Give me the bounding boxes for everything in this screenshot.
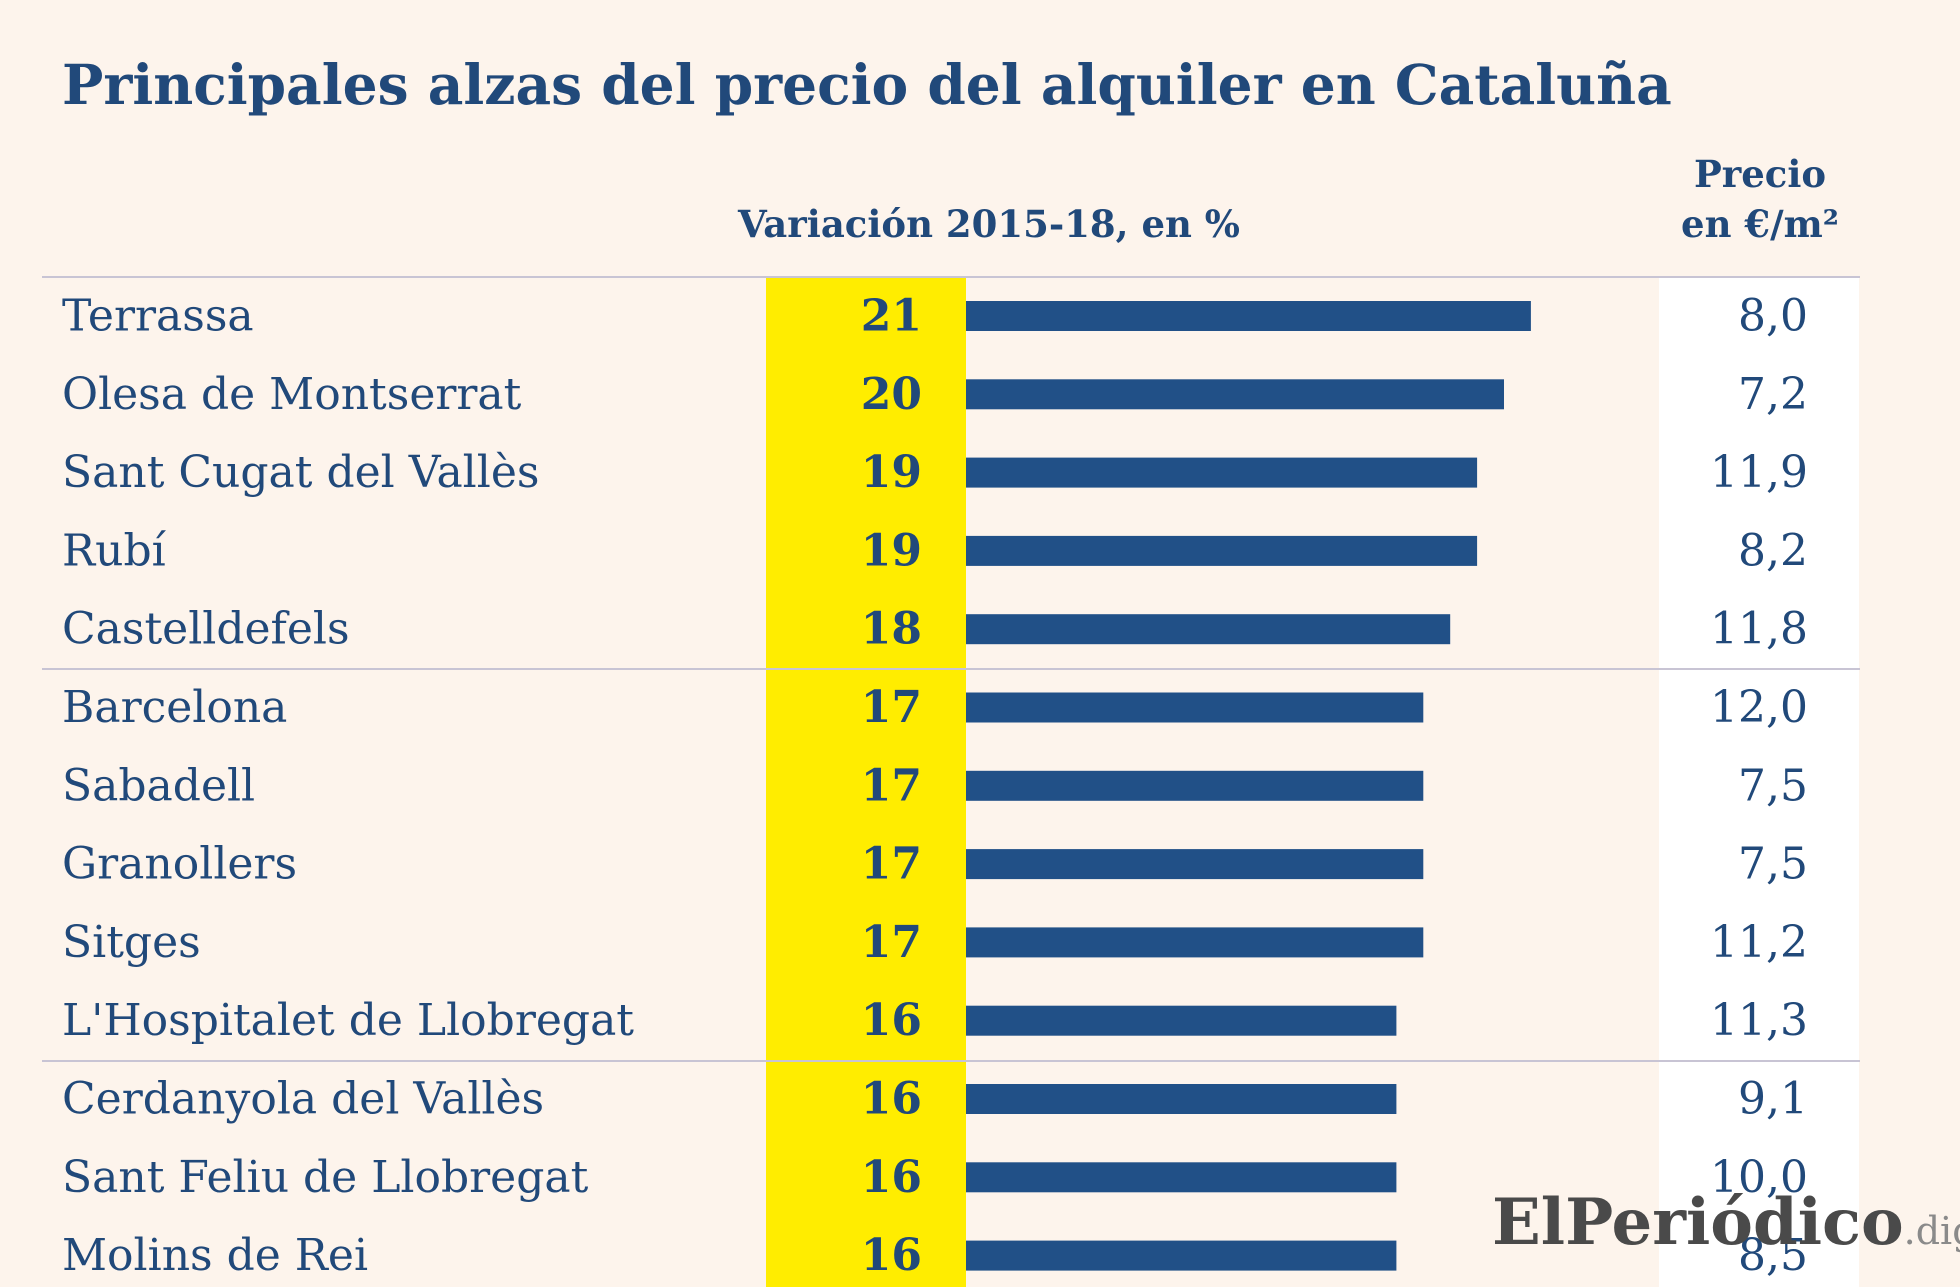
chart-title: Principales alzas del precio del alquile… — [62, 52, 1672, 117]
price-label: 11,3 — [1710, 995, 1808, 1046]
value-label: 16 — [861, 1230, 922, 1281]
bar — [966, 301, 1531, 331]
category-label: Sabadell — [62, 760, 255, 811]
category-label: Olesa de Montserrat — [62, 369, 522, 420]
bar — [966, 457, 1478, 488]
price-label: 8,0 — [1738, 291, 1808, 342]
value-label: 17 — [861, 760, 922, 811]
value-label: 17 — [861, 839, 922, 890]
price-label: 12,0 — [1710, 682, 1808, 733]
category-label: L'Hospitalet de Llobregat — [62, 995, 634, 1046]
bar — [966, 1084, 1397, 1114]
group-divider — [42, 1060, 1860, 1062]
price-label: 8,5 — [1738, 1230, 1808, 1281]
price-column-background — [1659, 277, 1859, 1287]
price-label: 7,5 — [1738, 760, 1808, 811]
value-label: 19 — [861, 525, 922, 576]
bar — [966, 927, 1424, 958]
category-label: Sant Feliu de Llobregat — [62, 1152, 589, 1203]
watermark-sub: .digital — [1903, 1209, 1960, 1253]
bar — [966, 1162, 1397, 1193]
bar — [966, 770, 1424, 801]
bar — [966, 379, 1504, 410]
watermark-main: ElPeriódico — [1492, 1185, 1904, 1260]
value-label: 16 — [861, 1152, 922, 1203]
variation-highlight-column — [766, 277, 966, 1287]
value-label: 20 — [861, 369, 922, 420]
price-label: 7,2 — [1738, 369, 1808, 420]
price-label: 9,1 — [1738, 1074, 1808, 1125]
price-header: Precio en €/m² — [1660, 149, 1860, 249]
category-label: Cerdanyola del Vallès — [62, 1074, 544, 1125]
category-label: Sitges — [62, 917, 201, 968]
category-label: Terrassa — [62, 291, 254, 342]
header-rule — [42, 276, 1860, 278]
price-label: 10,0 — [1710, 1152, 1808, 1203]
category-label: Castelldefels — [62, 604, 350, 655]
price-label: 11,8 — [1710, 604, 1808, 655]
category-label: Molins de Rei — [62, 1230, 368, 1281]
bar — [966, 1005, 1397, 1036]
price-header-line1: Precio — [1693, 152, 1827, 196]
bar — [966, 535, 1478, 566]
price-label: 11,2 — [1710, 917, 1808, 968]
price-label: 7,5 — [1738, 839, 1808, 890]
price-label: 11,9 — [1710, 447, 1808, 498]
value-label: 17 — [861, 917, 922, 968]
price-header-line2: en €/m² — [1681, 202, 1839, 246]
value-label: 18 — [861, 604, 922, 655]
variation-header: Variación 2015-18, en % — [738, 202, 1240, 246]
bar — [966, 1240, 1397, 1271]
value-label: 19 — [861, 447, 922, 498]
price-label: 8,2 — [1738, 525, 1808, 576]
category-label: Rubí — [62, 525, 167, 576]
bar — [966, 692, 1424, 723]
value-label: 21 — [861, 291, 922, 342]
group-divider — [42, 668, 1860, 670]
bar — [966, 614, 1451, 645]
bar — [966, 849, 1424, 880]
value-label: 16 — [861, 995, 922, 1046]
value-label: 17 — [861, 682, 922, 733]
value-label: 16 — [861, 1074, 922, 1125]
category-label: Sant Cugat del Vallès — [62, 447, 539, 498]
category-label: Barcelona — [62, 682, 287, 733]
watermark-logo: ElPeriódico.digital — [1492, 1185, 1960, 1260]
category-label: Granollers — [62, 839, 297, 890]
